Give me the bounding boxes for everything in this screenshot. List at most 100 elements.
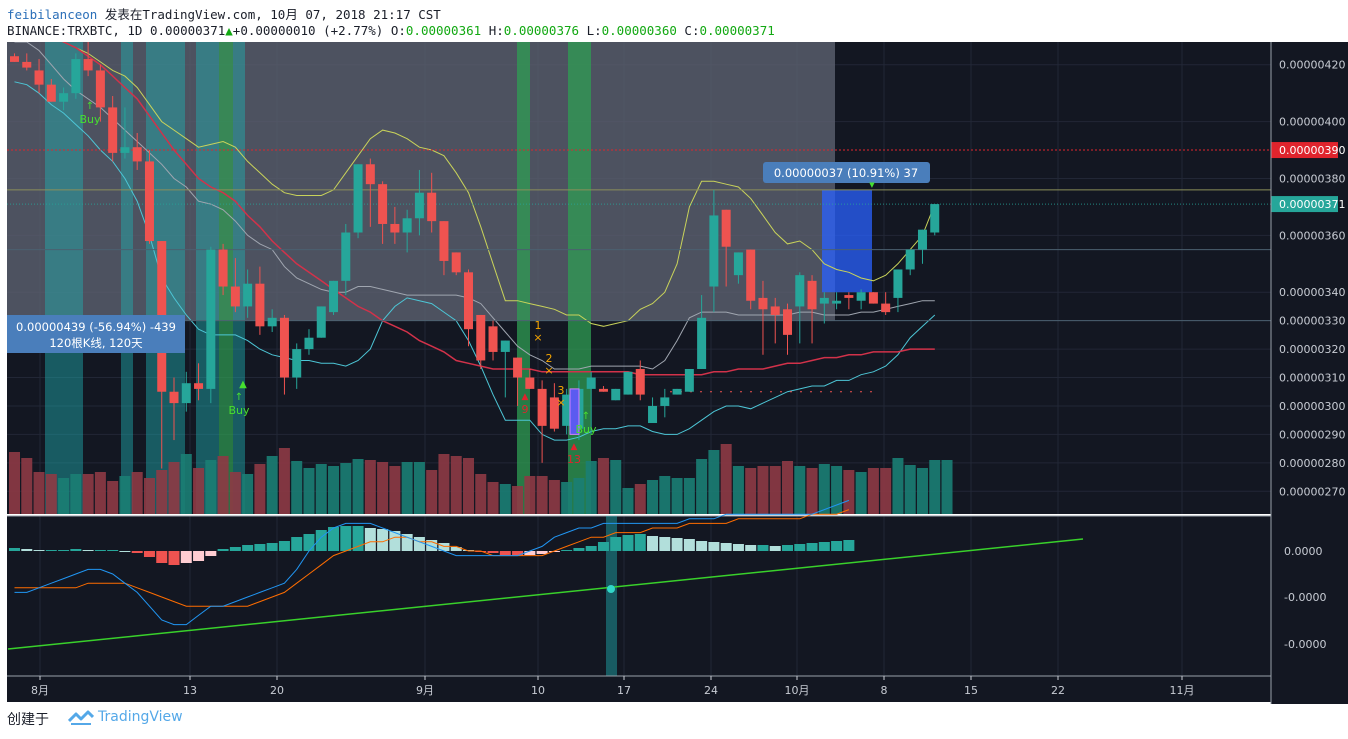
moving-average-line [61, 42, 935, 376]
volume-bar [389, 466, 401, 514]
candle-body [255, 283, 265, 327]
histogram-bar [217, 549, 229, 551]
histogram-bar [806, 543, 818, 551]
volume-bar [33, 472, 45, 514]
candle-body [586, 377, 596, 389]
candle-body [500, 340, 510, 352]
volume-bar [916, 468, 928, 514]
histogram-bar [696, 541, 708, 551]
histogram-bar [82, 550, 94, 551]
candle-body [648, 405, 658, 424]
histogram-bar [585, 546, 597, 551]
publish-info: 发表在TradingView.com, 10月 07, 2018 21:17 C… [104, 7, 441, 22]
candle-body [807, 280, 817, 310]
price-label-box [1271, 196, 1338, 213]
histogram-bar [438, 543, 450, 551]
price-tick-label: 0.00000280 [1279, 457, 1345, 470]
candle-body [390, 223, 400, 233]
lower-band-line [14, 81, 936, 441]
volume-bar [426, 470, 438, 514]
close-label: C: [684, 23, 700, 38]
candle-body [549, 397, 559, 429]
tradingview-brand[interactable]: TradingView [98, 709, 183, 725]
histogram-bar [143, 551, 155, 557]
volume-bar [475, 474, 487, 514]
candle-body [783, 309, 793, 335]
histogram-bar [168, 551, 180, 565]
volume-bar [524, 476, 536, 514]
measure-label-box [763, 162, 930, 183]
candle-body [721, 209, 731, 247]
histogram-bar [180, 551, 192, 563]
volume-bar [193, 468, 205, 514]
down-triangle-icon: ▼ [869, 181, 875, 189]
histogram-bar [610, 537, 622, 551]
volume-bar [782, 461, 794, 514]
volume-bar [683, 478, 695, 514]
candle-body [341, 232, 351, 281]
candle-body [169, 391, 179, 404]
volume-bar [328, 466, 340, 514]
up-triangle-icon: ▲ [225, 23, 233, 38]
price-change: +0.00000010 (+2.77%) [232, 23, 384, 38]
candle-body [95, 70, 105, 108]
tradingview-logo[interactable]: TradingView [67, 708, 183, 730]
macd-line [14, 499, 850, 626]
volume-bar [941, 460, 953, 514]
candle-body [316, 306, 326, 338]
histogram-bar [597, 542, 609, 551]
volume-bar [70, 474, 82, 514]
histogram-bar [303, 534, 315, 551]
setup-nine-label: 9 [522, 403, 529, 416]
trend-line [7, 538, 1084, 650]
measure-label-change: 0.00000439 (-56.94%) -439 [16, 320, 176, 334]
buy-signal-label: Buy [79, 113, 101, 126]
sell-triangle-icon: ▲ [571, 442, 578, 452]
volume-bar [94, 472, 106, 514]
candle-body [746, 249, 756, 301]
author-name[interactable]: feibilanceon [7, 7, 98, 22]
volume-bar [156, 470, 168, 514]
price-tick-label: 0.00000320 [1279, 343, 1345, 356]
sequence-cross-icon: × [544, 364, 553, 377]
volume-bar [364, 460, 376, 514]
time-tick-label: 15 [964, 684, 978, 697]
volume-bar [867, 468, 879, 514]
measure-box [822, 189, 872, 293]
open-label: O: [390, 23, 406, 38]
histogram-bar [58, 550, 70, 551]
measure-label-bars: 120根K线, 120天 [49, 336, 143, 350]
histogram-bar [254, 544, 266, 551]
volume-bar [696, 459, 708, 514]
time-tick-label: 13 [183, 684, 197, 697]
histogram-bar [266, 543, 278, 551]
sequence-count-1: 1 [535, 319, 542, 332]
histogram-bar [512, 551, 524, 556]
signal-highlight-bar [45, 42, 83, 514]
volume-bar [499, 484, 511, 514]
candle-body [46, 84, 56, 102]
volume-bar [904, 465, 916, 514]
candle-body [905, 249, 915, 270]
volume-bar [622, 488, 634, 514]
histogram-bar [831, 541, 843, 551]
candle-body [194, 383, 204, 389]
candle-body [144, 161, 154, 242]
histogram-bar [757, 545, 769, 551]
histogram-bar [683, 539, 695, 551]
volume-bar [573, 478, 585, 514]
price-label-box [1271, 142, 1338, 159]
candle-body [463, 272, 473, 330]
volume-bar [462, 458, 474, 514]
volume-bar [610, 460, 622, 514]
volume-bar [266, 456, 278, 514]
volume-bar [561, 482, 573, 514]
oscillator-tick-label: -0.0000 [1284, 591, 1326, 604]
chart-header-title: feibilanceon 发表在TradingView.com, 10月 07,… [7, 4, 441, 23]
mid-band-line [14, 42, 935, 370]
buy-arrow-icon: ↑ [86, 101, 94, 112]
oscillator-tick-label: 0.0000 [1284, 545, 1323, 558]
sequence-count-3: 3 [558, 384, 565, 397]
candle-body [697, 317, 707, 369]
